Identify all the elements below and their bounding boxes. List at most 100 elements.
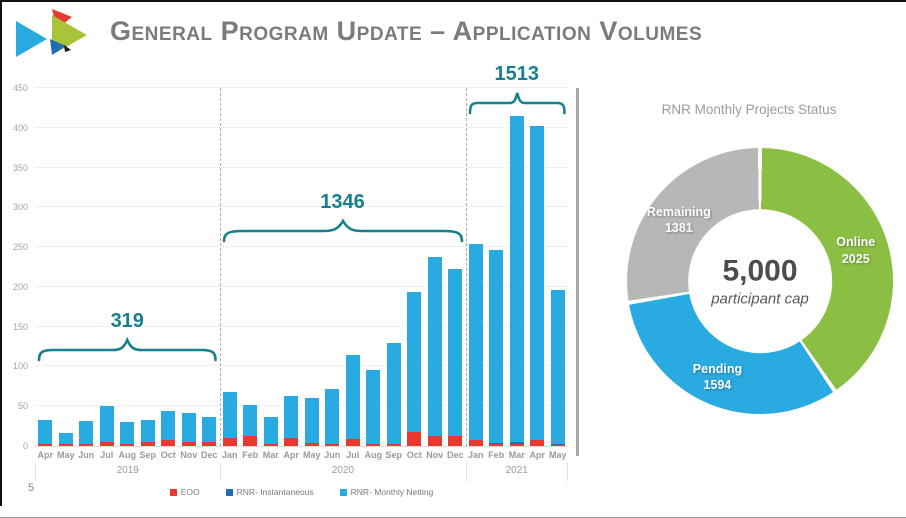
y-tick-label: 100 (12, 361, 28, 372)
bars (35, 88, 568, 446)
bar-slot (343, 88, 364, 446)
bar-oct-6 (161, 88, 175, 446)
bar-slot (240, 88, 261, 446)
rnr-monthly-netting-segment (468, 243, 483, 440)
y-tick-label: 0 (22, 441, 28, 451)
bar-feb-10 (243, 88, 257, 446)
month-label: Jun (324, 450, 341, 460)
donut-chart: Online 2025 Pending 1594 Remaining 1381 5,000… (627, 148, 893, 414)
month-label: Dec (446, 450, 464, 460)
y-tick-label: 200 (12, 281, 28, 292)
rnr-monthly-netting-segment (263, 416, 278, 444)
bar-jul-15 (345, 88, 360, 446)
bar-sep-5 (140, 88, 155, 446)
bar-jan-9 (222, 88, 237, 446)
bar-dec-8 (202, 88, 216, 446)
year-labels: 2019 2020 2021 (35, 463, 568, 481)
eoo-segment (550, 445, 565, 446)
y-tick-label: 250 (12, 242, 28, 253)
month-label: Mar (262, 450, 279, 460)
eoo-segment (120, 444, 134, 446)
y-tick-label: 150 (12, 321, 28, 332)
rnr-instantaneous-segment (509, 442, 524, 444)
eoo-segment (161, 439, 175, 446)
rnr-monthly-netting-segment (345, 354, 360, 439)
annotation-total-2020: 1346 (320, 191, 365, 213)
bar-aug-4 (120, 88, 134, 446)
gridline (35, 87, 568, 88)
rnr-monthly-netting-segment (489, 250, 503, 443)
month-label: Jul (100, 450, 114, 460)
month-label: Jan (467, 450, 484, 460)
bar-slot (527, 88, 548, 446)
bar-slot (76, 88, 97, 446)
legend-label: RNR- Monthly Netting (350, 487, 434, 497)
bar-slot (56, 88, 77, 446)
rnr-monthly-netting-segment (202, 417, 216, 443)
legend-swatch-icon (225, 488, 233, 496)
eoo-segment (202, 442, 216, 446)
bar-apr-24 (530, 88, 544, 446)
bar-nov-19 (427, 88, 442, 446)
gridline (35, 246, 568, 248)
x-axis-line (35, 446, 568, 447)
brace-2020 (224, 221, 462, 241)
left-border (0, 0, 2, 506)
rnr-monthly-netting-segment (386, 342, 401, 444)
bar-sep-17 (386, 88, 401, 446)
annotation-total-2019: 319 (110, 310, 144, 332)
gridline (35, 285, 568, 287)
bar-may-1 (58, 88, 73, 446)
month-label: May (56, 450, 75, 460)
brace-2019 (39, 340, 216, 360)
month-label: Jun (78, 450, 95, 460)
bar-slot (425, 88, 446, 446)
legend-label: RNR- Instantaneous (236, 487, 314, 497)
legend-swatch-icon (339, 488, 347, 496)
rnr-monthly-netting-segment (243, 405, 257, 436)
bar-nov-7 (181, 88, 196, 446)
bar-slot (138, 88, 159, 446)
year-label-2019: 2019 (35, 463, 220, 481)
bar-slot (35, 88, 56, 446)
month-label: Apr (37, 450, 54, 460)
panel-divider (576, 88, 579, 456)
month-label: Oct (406, 450, 422, 460)
y-tick-label: 300 (12, 202, 28, 213)
rnr-monthly-netting-segment (427, 257, 442, 437)
bar-apr-12 (284, 88, 298, 446)
bar-jun-14 (325, 88, 339, 446)
eoo-segment (79, 443, 93, 446)
slice-label-pending: Pending 1594 (692, 361, 743, 392)
bar-slot (507, 88, 528, 446)
bar-mar-11 (263, 88, 278, 446)
participant-cap-label: participant cap (711, 290, 809, 308)
gridline (35, 166, 568, 168)
rnr-monthly-netting-segment (99, 406, 114, 443)
rnr-monthly-netting-segment (79, 420, 93, 444)
bar-slot (117, 88, 138, 446)
eoo-segment (386, 443, 401, 446)
donut-panel: RNR Monthly Projects Status Online 2025 Pe… (596, 88, 902, 468)
bar-slot (384, 88, 405, 446)
rnr-monthly-netting-segment (407, 292, 421, 432)
donut-hole (688, 209, 832, 353)
eoo-segment (427, 436, 442, 446)
year-label-2020: 2020 (219, 463, 466, 481)
eoo-segment (509, 443, 524, 446)
bar-slot (281, 88, 302, 446)
donut-title: RNR Monthly Projects Status (661, 102, 837, 117)
brace-2021 (470, 93, 565, 113)
eoo-segment (263, 443, 278, 446)
month-label: Feb (488, 450, 505, 460)
rnr-monthly-netting-segment (530, 126, 544, 440)
gridline (35, 126, 568, 128)
x-axis: Apr May Jun Jul Aug Sep Oct Nov Dec Jan Feb Mar Apr M… (35, 447, 568, 485)
eoo-segment (38, 444, 52, 446)
rnr-instantaneous-segment (489, 442, 503, 445)
month-label: Mar (508, 450, 525, 460)
bar-slot (179, 88, 200, 446)
rnr-monthly-netting-segment (140, 419, 155, 443)
y-tick-label: 450 (12, 83, 28, 93)
month-label: Dec (200, 450, 218, 460)
